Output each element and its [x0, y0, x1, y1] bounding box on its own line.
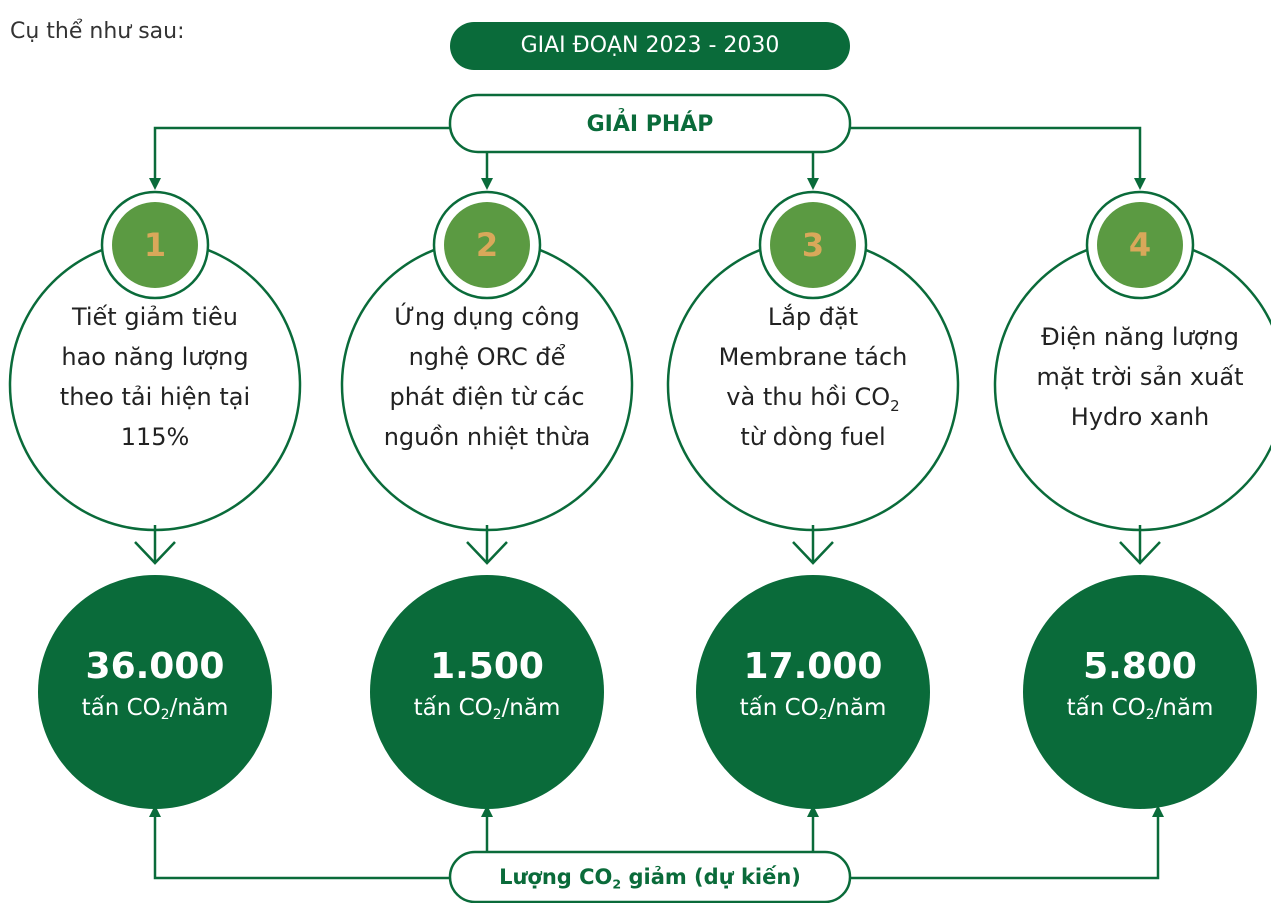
subscript: 2	[890, 397, 900, 415]
subscript: 2	[1146, 707, 1155, 723]
header: GIẢI PHÁP	[587, 109, 714, 137]
down-chevron	[466, 541, 508, 565]
footer: Lượng CO2 giảm (dự kiến)	[499, 865, 801, 891]
result-value: 17.000	[744, 646, 883, 687]
badge-number: 2	[476, 226, 498, 264]
text-part: tấn CO	[82, 695, 161, 721]
text-part: /năm	[170, 695, 229, 721]
connectors	[153, 126, 1160, 880]
footer-pill	[448, 850, 852, 903]
badge-number: 3	[802, 226, 824, 264]
solution-text: Điện năng lượng	[1041, 323, 1239, 351]
intro: Cụ thể như sau:	[10, 19, 185, 44]
text-part: tấn CO	[414, 695, 493, 721]
subscript: 2	[161, 707, 170, 723]
solution-text: nghệ ORC để	[409, 343, 566, 371]
result-value: 36.000	[86, 646, 225, 687]
text-part: /năm	[828, 695, 887, 721]
text-part: /năm	[502, 695, 561, 721]
badge	[444, 202, 530, 288]
down-chevron	[134, 541, 176, 565]
solution-text: Membrane tách	[719, 343, 908, 371]
text-part: tấn CO	[740, 695, 819, 721]
badge-number: 4	[1129, 226, 1151, 264]
down-chevron	[792, 541, 834, 565]
solution-text: và thu hồi CO2	[726, 383, 899, 415]
badge	[112, 202, 198, 288]
period-pill	[450, 22, 850, 70]
text-part: giảm (dự kiến)	[621, 865, 801, 889]
header-pill	[448, 93, 852, 154]
solution-text: theo tải hiện tại	[60, 383, 250, 411]
result-circle	[696, 575, 930, 809]
subscript: 2	[493, 707, 502, 723]
result-unit: tấn CO2/năm	[740, 695, 887, 723]
solution-text: 115%	[121, 423, 190, 451]
result-circle	[1023, 575, 1257, 809]
result-unit: tấn CO2/năm	[82, 695, 229, 723]
solution-text: Tiết giảm tiêu	[71, 303, 238, 331]
result-value: 5.800	[1083, 646, 1197, 687]
period: GIAI ĐOẠN 2023 - 2030	[521, 33, 780, 58]
solution-text: Hydro xanh	[1071, 403, 1209, 431]
subscript: 2	[612, 876, 621, 891]
solution-text: mặt trời sản xuất	[1037, 363, 1244, 391]
solution-text: từ dòng fuel	[740, 423, 885, 451]
down-chevron	[1119, 541, 1161, 565]
solution-text: phát điện từ các	[389, 383, 584, 411]
badge	[770, 202, 856, 288]
result-unit: tấn CO2/năm	[1067, 695, 1214, 723]
arrowheads	[149, 178, 1164, 817]
result-circle	[370, 575, 604, 809]
solution-text: Ứng dụng công	[394, 301, 580, 331]
result-unit: tấn CO2/năm	[414, 695, 561, 723]
text-part: Lượng CO	[499, 865, 612, 889]
badge-number: 1	[144, 226, 166, 264]
result-circle	[38, 575, 272, 809]
text-part: /năm	[1155, 695, 1214, 721]
result-value: 1.500	[430, 646, 544, 687]
solution-text: hao năng lượng	[61, 343, 248, 371]
badge	[1097, 202, 1183, 288]
solution-text: Lắp đặt	[768, 302, 858, 331]
subscript: 2	[819, 707, 828, 723]
solution-text: nguồn nhiệt thừa	[384, 423, 591, 451]
text-part: và thu hồi CO	[726, 383, 890, 411]
text-part: tấn CO	[1067, 695, 1146, 721]
